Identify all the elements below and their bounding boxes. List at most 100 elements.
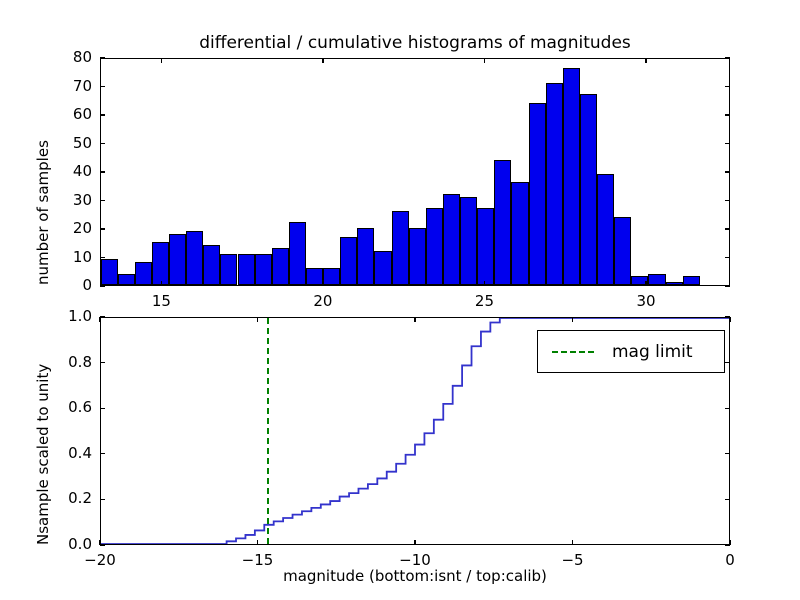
histogram-bar (562, 68, 580, 285)
y-tick-mark-right (725, 498, 730, 500)
page-title: differential / cumulative histograms of … (199, 33, 631, 53)
histogram-bar (203, 245, 221, 285)
x-tick-mark (483, 58, 486, 63)
histogram-bar (288, 222, 306, 285)
x-tick-label: 30 (636, 292, 656, 310)
y-tick-label: 80 (72, 48, 92, 66)
x-tick-mark-bottom (322, 281, 324, 286)
y-tick-label: 10 (72, 247, 92, 266)
y-tick-mark-right (725, 453, 730, 455)
y-tick-mark-right (725, 256, 730, 259)
y-tick-label: 0.0 (68, 535, 92, 553)
y-tick-mark-right (725, 142, 730, 145)
x-tick-mark-bottom (571, 540, 574, 545)
histogram-bar (545, 82, 563, 285)
histogram-bar (220, 253, 238, 285)
histogram-bar (305, 267, 324, 285)
y-tick-label: 0.8 (68, 352, 92, 371)
y-tick-mark (100, 407, 105, 409)
histogram-plot-area (101, 59, 729, 285)
histogram-bar (494, 159, 512, 285)
histogram-bar (648, 273, 666, 285)
y-tick-label: 30 (72, 190, 92, 209)
y-tick-mark (100, 114, 105, 116)
y-tick-mark-right (725, 362, 730, 364)
cumulative-curve (101, 318, 729, 544)
y-tick-label: 40 (72, 162, 92, 180)
histogram-bar (186, 230, 204, 285)
y-tick-mark-right (725, 407, 730, 409)
y-tick-mark-right (725, 171, 730, 173)
histogram-bar (665, 282, 683, 285)
y-tick-mark (100, 498, 105, 500)
histogram-bar (477, 208, 495, 285)
y-tick-label: 0 (82, 276, 92, 294)
differential-histogram-axes (100, 58, 730, 286)
y-tick-mark (100, 57, 105, 59)
histogram-bar (614, 216, 632, 285)
x-tick-label: −20 (84, 551, 116, 569)
x-tick-mark-bottom (483, 281, 486, 286)
histogram-bar (374, 250, 392, 285)
y-tick-mark (100, 171, 105, 173)
y-tick-mark (100, 453, 105, 455)
x-tick-mark (256, 317, 259, 322)
y-tick-label: 70 (72, 76, 92, 95)
histogram-bar (528, 102, 546, 285)
histogram-bar (682, 276, 700, 285)
y-tick-mark (100, 142, 105, 145)
mag-limit-legend-swatch (552, 350, 594, 353)
legend: mag limit (537, 330, 725, 373)
x-tick-mark (160, 58, 162, 63)
x-tick-mark-bottom (160, 281, 162, 286)
x-tick-label: 0 (725, 551, 735, 569)
histogram-bar (425, 208, 443, 285)
histogram-bar (442, 193, 461, 285)
y-tick-mark (100, 316, 105, 318)
x-tick-mark-bottom (256, 540, 259, 545)
y-tick-mark-right (725, 114, 730, 116)
x-tick-mark (322, 58, 324, 63)
x-tick-mark (99, 317, 101, 322)
y-tick-label: 20 (72, 219, 92, 237)
y-tick-label: 0.6 (68, 398, 92, 417)
y-tick-mark (100, 199, 105, 202)
histogram-bar (597, 173, 615, 285)
y-tick-label: 0.4 (68, 443, 92, 462)
y-tick-mark-right (725, 316, 730, 318)
x-tick-label: 25 (474, 292, 494, 310)
mag-limit-legend-label: mag limit (612, 341, 693, 362)
x-tick-mark-bottom (645, 281, 647, 286)
histogram-bar (237, 253, 255, 285)
y-tick-mark-right (725, 544, 730, 546)
histogram-bar (340, 236, 358, 285)
y-tick-label: 1.0 (68, 307, 92, 325)
x-tick-mark (571, 317, 574, 322)
bottom-panel-xlabel: magnitude (bottom:isnt / top:calib) (283, 567, 547, 585)
histogram-bar (151, 242, 169, 285)
histogram-bar (101, 259, 118, 285)
x-tick-label: −10 (399, 551, 431, 569)
y-tick-mark-right (725, 228, 730, 230)
histogram-bar (408, 228, 426, 285)
y-tick-label: 50 (72, 133, 92, 152)
y-tick-mark-right (725, 85, 730, 88)
y-tick-mark (100, 362, 105, 364)
x-tick-mark (414, 317, 416, 322)
x-tick-label: 20 (313, 292, 333, 310)
x-tick-mark-bottom (99, 540, 101, 545)
histogram-bar (357, 228, 375, 285)
y-tick-mark-right (725, 199, 730, 202)
histogram-bar (134, 262, 152, 285)
histogram-bar (511, 182, 529, 285)
x-tick-label: −5 (561, 551, 584, 569)
y-tick-mark-right (725, 57, 730, 59)
y-tick-mark (100, 85, 105, 88)
histogram-bar (323, 267, 341, 285)
y-tick-label: 0.2 (68, 489, 92, 508)
histogram-bar (271, 247, 289, 285)
histogram-bar (579, 94, 598, 285)
histogram-bar (460, 196, 478, 285)
y-tick-label: 60 (72, 105, 92, 123)
